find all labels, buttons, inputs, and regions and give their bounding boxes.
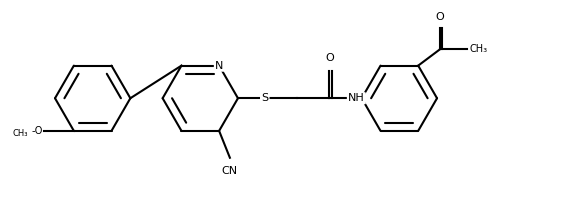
Text: -O: -O bbox=[31, 126, 43, 136]
Text: O: O bbox=[436, 12, 444, 22]
Text: CH₃: CH₃ bbox=[469, 44, 487, 54]
Text: NH: NH bbox=[348, 93, 365, 103]
Text: CH₃: CH₃ bbox=[12, 129, 28, 138]
Text: O: O bbox=[325, 53, 334, 63]
Text: S: S bbox=[261, 93, 269, 103]
Text: CN: CN bbox=[222, 166, 238, 176]
Text: N: N bbox=[215, 61, 223, 71]
